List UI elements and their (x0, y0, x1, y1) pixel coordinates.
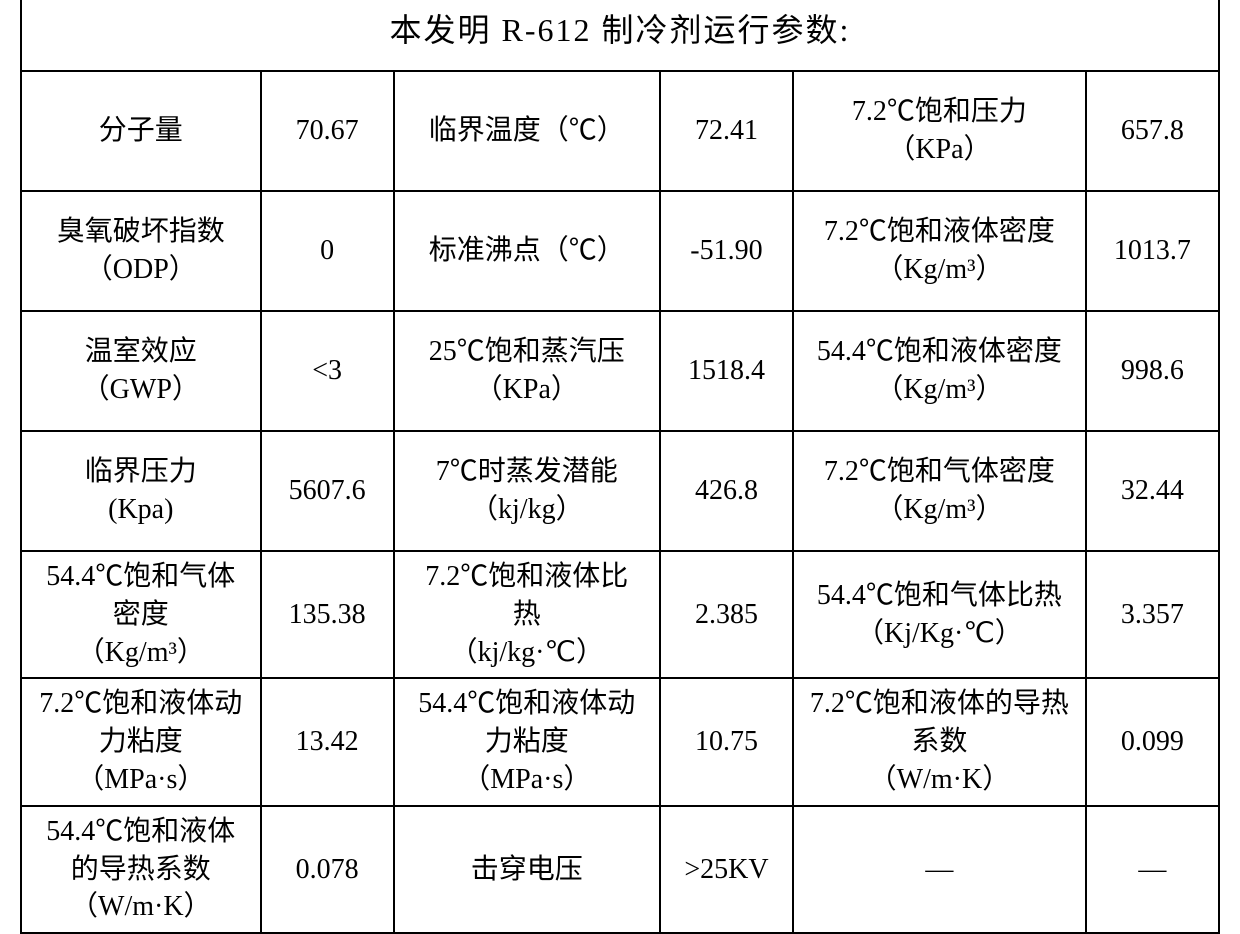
param-label: 温室效应（GWP） (21, 311, 261, 431)
param-label: 7.2℃饱和液体的导热系数（W/m·K） (793, 678, 1086, 805)
table-title: 本发明 R-612 制冷剂运行参数: (21, 0, 1219, 71)
param-label: 击穿电压 (394, 806, 660, 933)
param-value: 5607.6 (261, 431, 394, 551)
param-value: 0 (261, 191, 394, 311)
param-value: -51.90 (660, 191, 793, 311)
table-row: 54.4℃饱和液体的导热系数（W/m·K） 0.078 击穿电压 >25KV —… (21, 806, 1219, 933)
param-label: 54.4℃饱和液体密度（Kg/m³） (793, 311, 1086, 431)
param-value: 70.67 (261, 71, 394, 191)
param-label: 7.2℃饱和压力（KPa） (793, 71, 1086, 191)
param-value: 998.6 (1086, 311, 1219, 431)
param-value: 32.44 (1086, 431, 1219, 551)
param-label: 7.2℃饱和液体比热（kj/kg·℃） (394, 551, 660, 678)
param-value: 1518.4 (660, 311, 793, 431)
param-label: 54.4℃饱和液体动力粘度（MPa·s） (394, 678, 660, 805)
param-label: 54.4℃饱和气体比热（Kj/Kg·℃） (793, 551, 1086, 678)
table-row: 54.4℃饱和气体密度（Kg/m³） 135.38 7.2℃饱和液体比热（kj/… (21, 551, 1219, 678)
param-label: 25℃饱和蒸汽压（KPa） (394, 311, 660, 431)
param-label: 7.2℃饱和液体动力粘度（MPa·s） (21, 678, 261, 805)
param-label: 临界压力(Kpa) (21, 431, 261, 551)
param-value: 0.099 (1086, 678, 1219, 805)
param-value: 13.42 (261, 678, 394, 805)
param-label: 臭氧破坏指数（ODP） (21, 191, 261, 311)
param-value: 657.8 (1086, 71, 1219, 191)
param-label: 7.2℃饱和气体密度（Kg/m³） (793, 431, 1086, 551)
param-label: 7.2℃饱和液体密度（Kg/m³） (793, 191, 1086, 311)
table-row: 临界压力(Kpa) 5607.6 7℃时蒸发潜能（kj/kg） 426.8 7.… (21, 431, 1219, 551)
param-label: 临界温度（℃） (394, 71, 660, 191)
param-label: 分子量 (21, 71, 261, 191)
param-value: 10.75 (660, 678, 793, 805)
param-label: — (793, 806, 1086, 933)
table-row: 分子量 70.67 临界温度（℃） 72.41 7.2℃饱和压力（KPa） 65… (21, 71, 1219, 191)
table-row: 臭氧破坏指数（ODP） 0 标准沸点（℃） -51.90 7.2℃饱和液体密度（… (21, 191, 1219, 311)
param-label: 54.4℃饱和气体密度（Kg/m³） (21, 551, 261, 678)
param-value: — (1086, 806, 1219, 933)
param-label: 7℃时蒸发潜能（kj/kg） (394, 431, 660, 551)
param-value: 135.38 (261, 551, 394, 678)
param-value: 3.357 (1086, 551, 1219, 678)
param-value: 2.385 (660, 551, 793, 678)
param-label: 标准沸点（℃） (394, 191, 660, 311)
param-value: 426.8 (660, 431, 793, 551)
table-row: 温室效应（GWP） <3 25℃饱和蒸汽压（KPa） 1518.4 54.4℃饱… (21, 311, 1219, 431)
param-value: >25KV (660, 806, 793, 933)
data-table: 本发明 R-612 制冷剂运行参数: 分子量 70.67 临界温度（℃） 72.… (20, 0, 1220, 934)
param-label: 54.4℃饱和液体的导热系数（W/m·K） (21, 806, 261, 933)
refrigerant-parameters-table: 本发明 R-612 制冷剂运行参数: 分子量 70.67 临界温度（℃） 72.… (20, 0, 1220, 934)
param-value: 1013.7 (1086, 191, 1219, 311)
param-value: <3 (261, 311, 394, 431)
param-value: 0.078 (261, 806, 394, 933)
table-row: 7.2℃饱和液体动力粘度（MPa·s） 13.42 54.4℃饱和液体动力粘度（… (21, 678, 1219, 805)
param-value: 72.41 (660, 71, 793, 191)
